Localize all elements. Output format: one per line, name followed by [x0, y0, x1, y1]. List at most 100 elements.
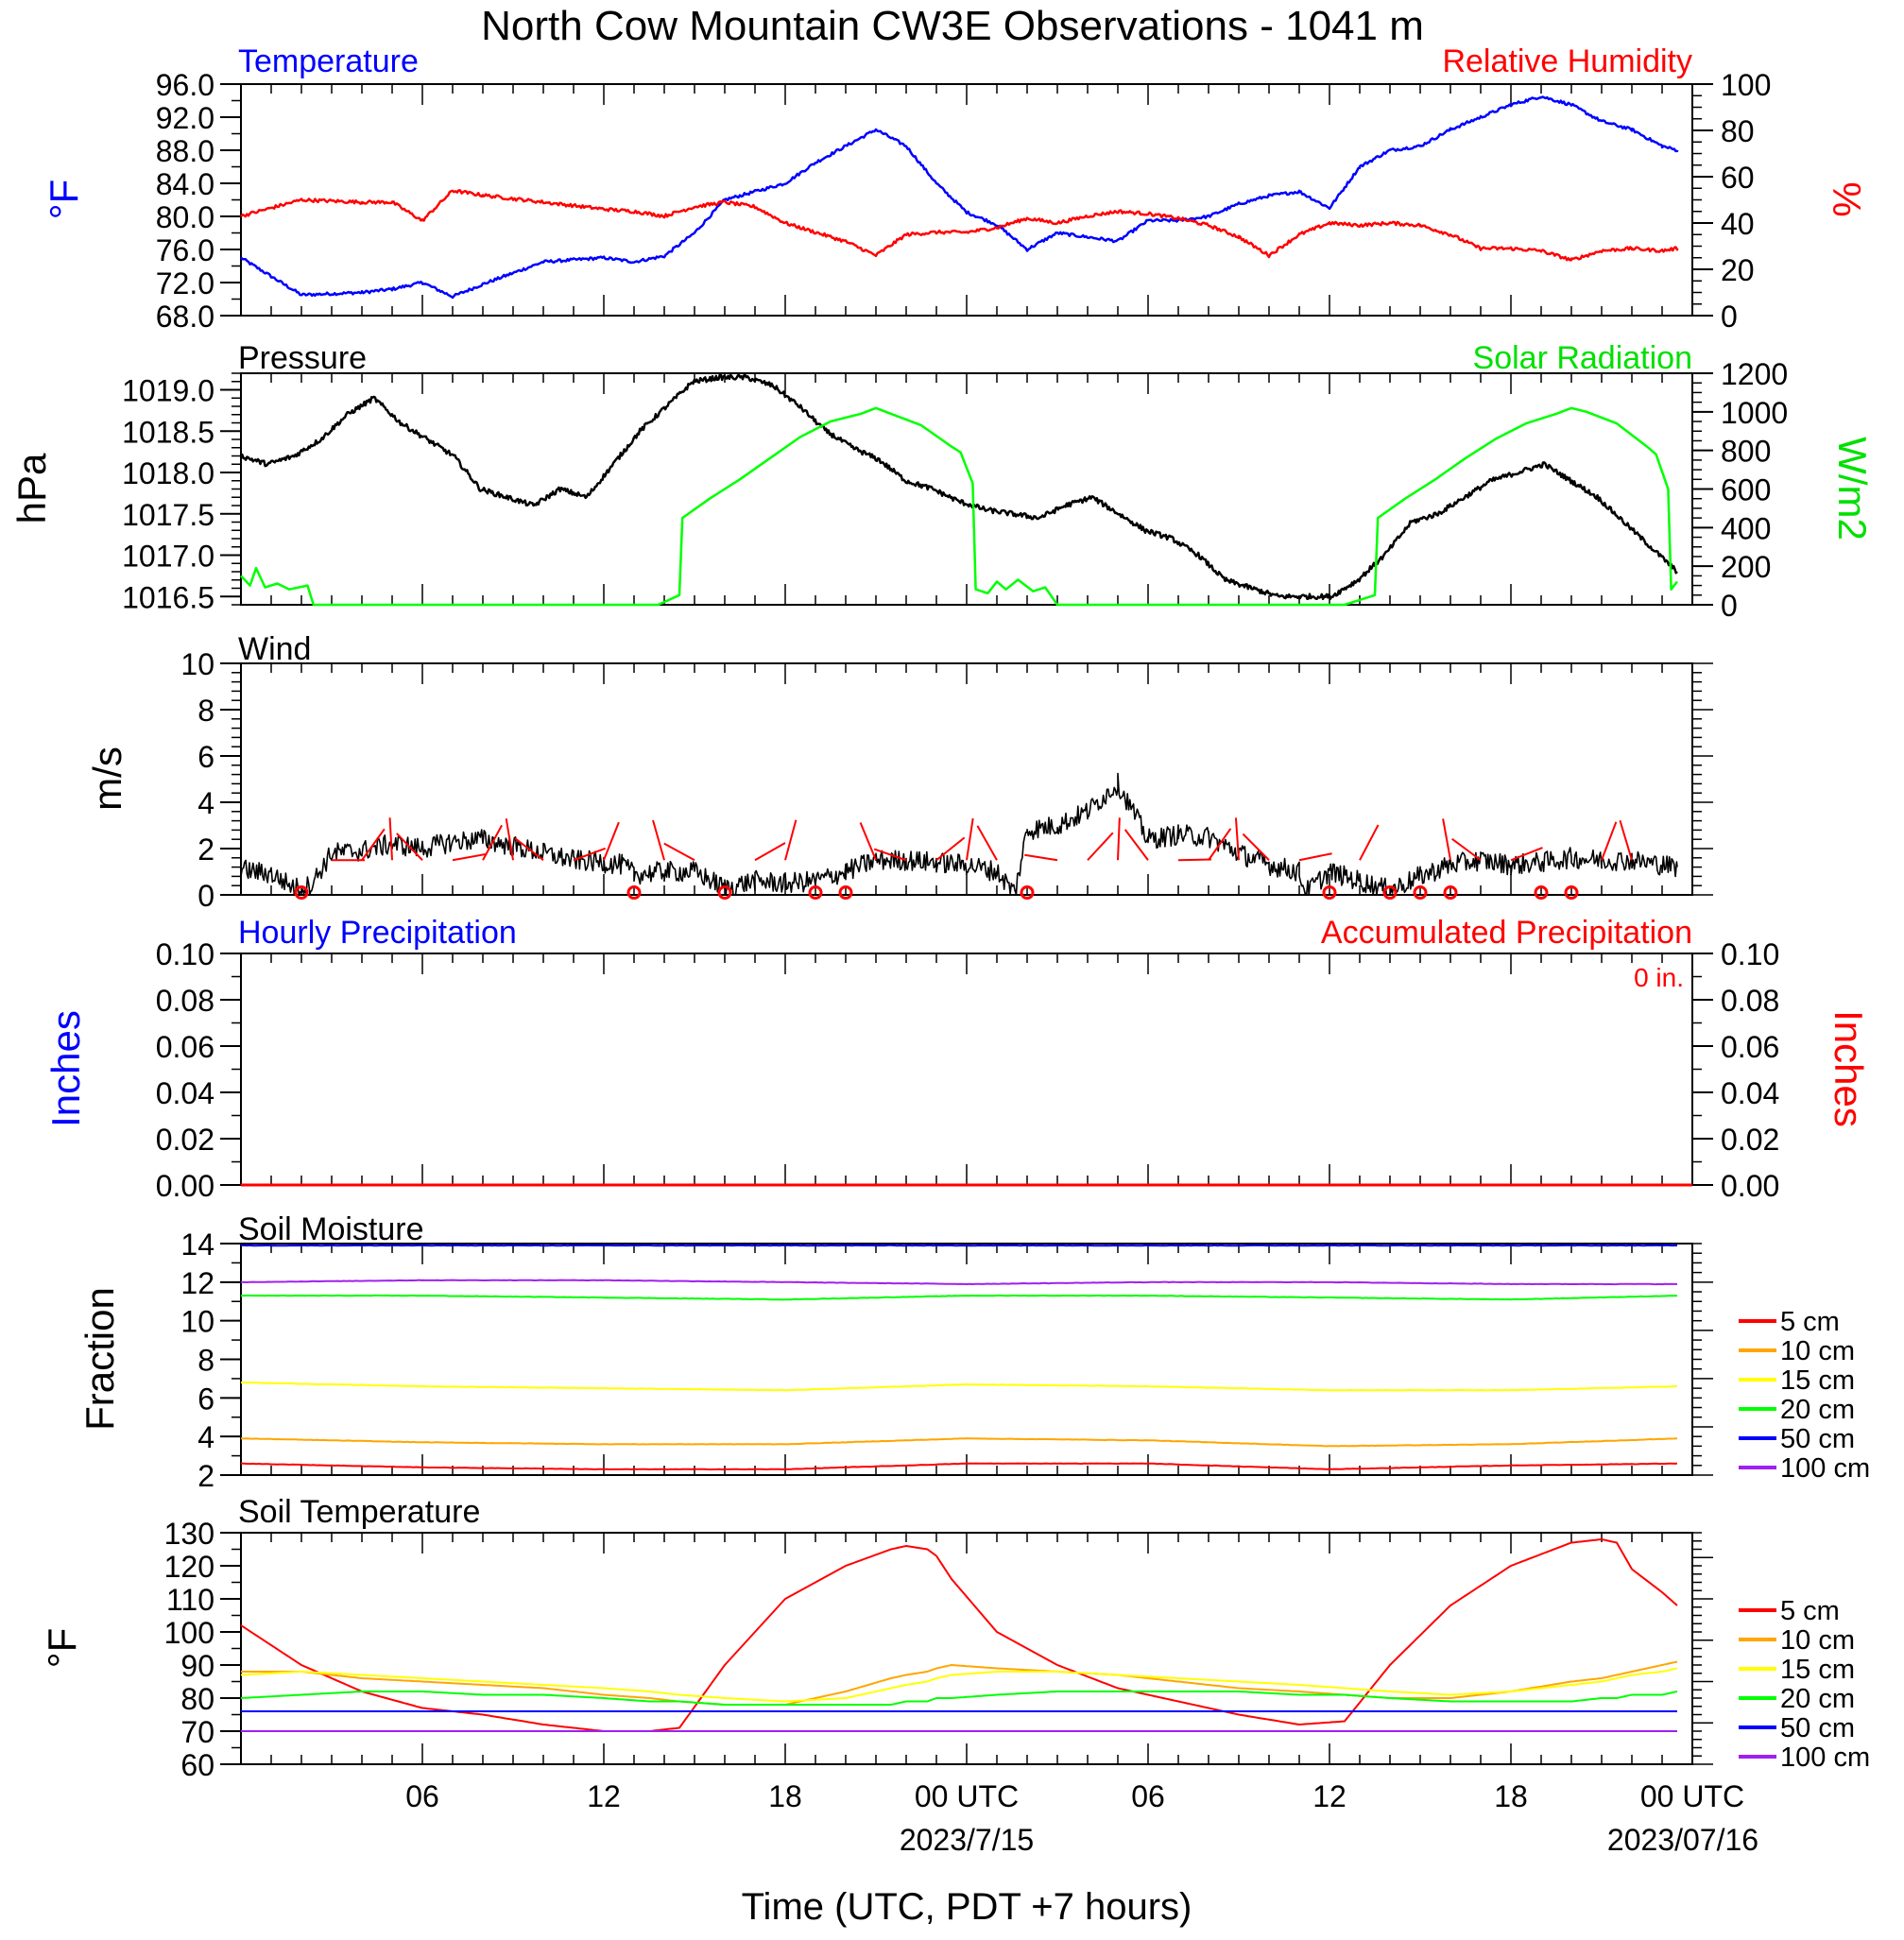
wind-barb	[1619, 819, 1633, 861]
calm-wind-marker	[717, 885, 732, 901]
soil-temperature-line	[240, 1538, 1678, 1732]
x-tick-label: 00 UTC	[915, 1779, 1019, 1813]
wind-barb	[1117, 817, 1121, 861]
calm-wind-marker	[838, 885, 853, 901]
wind-barb	[859, 822, 877, 861]
y-tick-label: 1000	[1721, 396, 1788, 430]
wind-barb	[603, 821, 620, 861]
wind-barb	[976, 825, 998, 861]
y-tick-label: 110	[166, 1583, 214, 1617]
y-tick-label: 20	[1721, 253, 1755, 287]
y-tick-label: 88.0	[156, 134, 214, 168]
y-tick-label: 6	[197, 740, 214, 774]
chart-title: North Cow Mountain CW3E Observations - 1…	[481, 3, 1424, 49]
wind-barb	[1234, 817, 1240, 861]
wind-barb	[1087, 832, 1114, 861]
legend-label: 100 cm	[1780, 1453, 1870, 1484]
y-tick-label: 1018.5	[122, 415, 214, 449]
wind-barb	[873, 848, 907, 862]
soil-moisture-axis-label: Fraction	[77, 1287, 122, 1431]
y-tick-label: 0	[197, 879, 214, 913]
wind-speed-line	[240, 772, 1678, 896]
y-tick-label: 1019.0	[122, 374, 214, 408]
wind-barb	[1208, 828, 1232, 861]
panel-frame	[240, 953, 1693, 1186]
wind-title: Wind	[238, 631, 311, 667]
x-tick-label: 12	[1312, 1779, 1347, 1813]
y-tick-label: 200	[1721, 550, 1771, 584]
y-tick-label: 8	[197, 1344, 214, 1378]
humidity-line	[240, 189, 1679, 262]
y-tick-label: 0.00	[156, 1169, 214, 1203]
y-tick-label: 92.0	[156, 101, 214, 135]
y-tick-label: 800	[1721, 435, 1771, 469]
wind-barb	[784, 819, 798, 861]
y-tick-label: 1017.5	[122, 498, 214, 532]
solar-axis-label: W/m2	[1830, 437, 1875, 541]
wind-barb	[452, 853, 486, 862]
y-tick-label: 0.04	[1721, 1076, 1779, 1110]
legend-label: 5 cm	[1780, 1596, 1840, 1626]
y-tick-label: 0.10	[1721, 937, 1779, 971]
y-tick-label: 0.10	[156, 937, 214, 971]
calm-wind-marker	[1322, 885, 1337, 901]
y-tick-label: 2	[197, 833, 214, 867]
y-tick-label: 60	[180, 1748, 214, 1782]
wind-barb	[1451, 837, 1482, 862]
soil-temperature-panel: Soil Temperature °F 60708090100110120130…	[40, 1494, 1870, 1782]
y-tick-label: 8	[197, 694, 214, 728]
wind-barb	[966, 817, 974, 861]
pressure-title: Pressure	[238, 340, 367, 376]
x-tick-label: 06	[1131, 1779, 1165, 1813]
accum-precip-title: Accumulated Precipitation	[1321, 915, 1692, 951]
y-tick-label: 0.08	[156, 984, 214, 1018]
wind-barb	[1177, 858, 1212, 862]
legend-label: 20 cm	[1780, 1684, 1855, 1714]
solar-title: Solar Radiation	[1473, 340, 1692, 376]
wind-barb	[1510, 847, 1543, 862]
soil-moisture-title: Soil Moisture	[238, 1211, 424, 1247]
y-tick-label: 0.08	[1721, 984, 1779, 1018]
y-tick-label: 0.02	[156, 1123, 214, 1157]
y-tick-label: 400	[1721, 511, 1771, 545]
time-axis: 06 12 18 00 UTC 06 12 18 00 UTC 2023/7/15 2023/07…	[405, 1779, 1758, 1857]
soil-moisture-line	[240, 1294, 1678, 1301]
accum-precip-axis-label: Inches	[1827, 1010, 1871, 1127]
calm-wind-marker	[1564, 885, 1579, 901]
wind-barb	[663, 842, 695, 862]
y-tick-label: 4	[197, 786, 214, 820]
y-tick-label: 40	[1721, 207, 1755, 241]
y-tick-label: 1016.5	[122, 580, 214, 614]
y-tick-label: 6	[197, 1382, 214, 1416]
humidity-title: Relative Humidity	[1442, 43, 1692, 79]
x-date-label: 2023/7/15	[900, 1823, 1034, 1857]
hourly-precip-axis-label: Inches	[43, 1010, 88, 1127]
wind-barb	[1359, 824, 1380, 861]
soil-temperature-axis-label: °F	[40, 1628, 84, 1668]
wind-barb	[935, 836, 966, 862]
y-tick-label: 0	[1721, 300, 1738, 334]
wind-barb	[482, 824, 503, 861]
calm-wind-marker	[1534, 885, 1549, 901]
soil-moisture-line	[240, 1437, 1678, 1448]
calm-wind-marker	[1382, 885, 1398, 901]
y-tick-label: 70	[180, 1715, 214, 1749]
y-tick-label: 0.00	[1721, 1169, 1779, 1203]
legend-label: 10 cm	[1780, 1625, 1855, 1656]
panel-frame	[240, 1532, 1693, 1765]
wind-barb	[505, 818, 514, 861]
soil-temperature-line	[240, 1691, 1678, 1706]
temperature-line	[240, 95, 1679, 300]
soil-temperature-title: Soil Temperature	[238, 1494, 480, 1530]
wind-barb	[1024, 853, 1058, 862]
soil-moisture-line	[240, 1462, 1678, 1471]
y-tick-label: 0.02	[1721, 1123, 1779, 1157]
x-date-label: 2023/07/16	[1607, 1823, 1758, 1857]
calm-wind-marker	[808, 885, 823, 901]
y-tick-label: 84.0	[156, 167, 214, 201]
y-tick-label: 1200	[1721, 357, 1788, 391]
y-tick-label: 1018.0	[122, 456, 214, 490]
y-tick-label: 90	[180, 1649, 214, 1683]
y-tick-label: 14	[180, 1228, 214, 1262]
